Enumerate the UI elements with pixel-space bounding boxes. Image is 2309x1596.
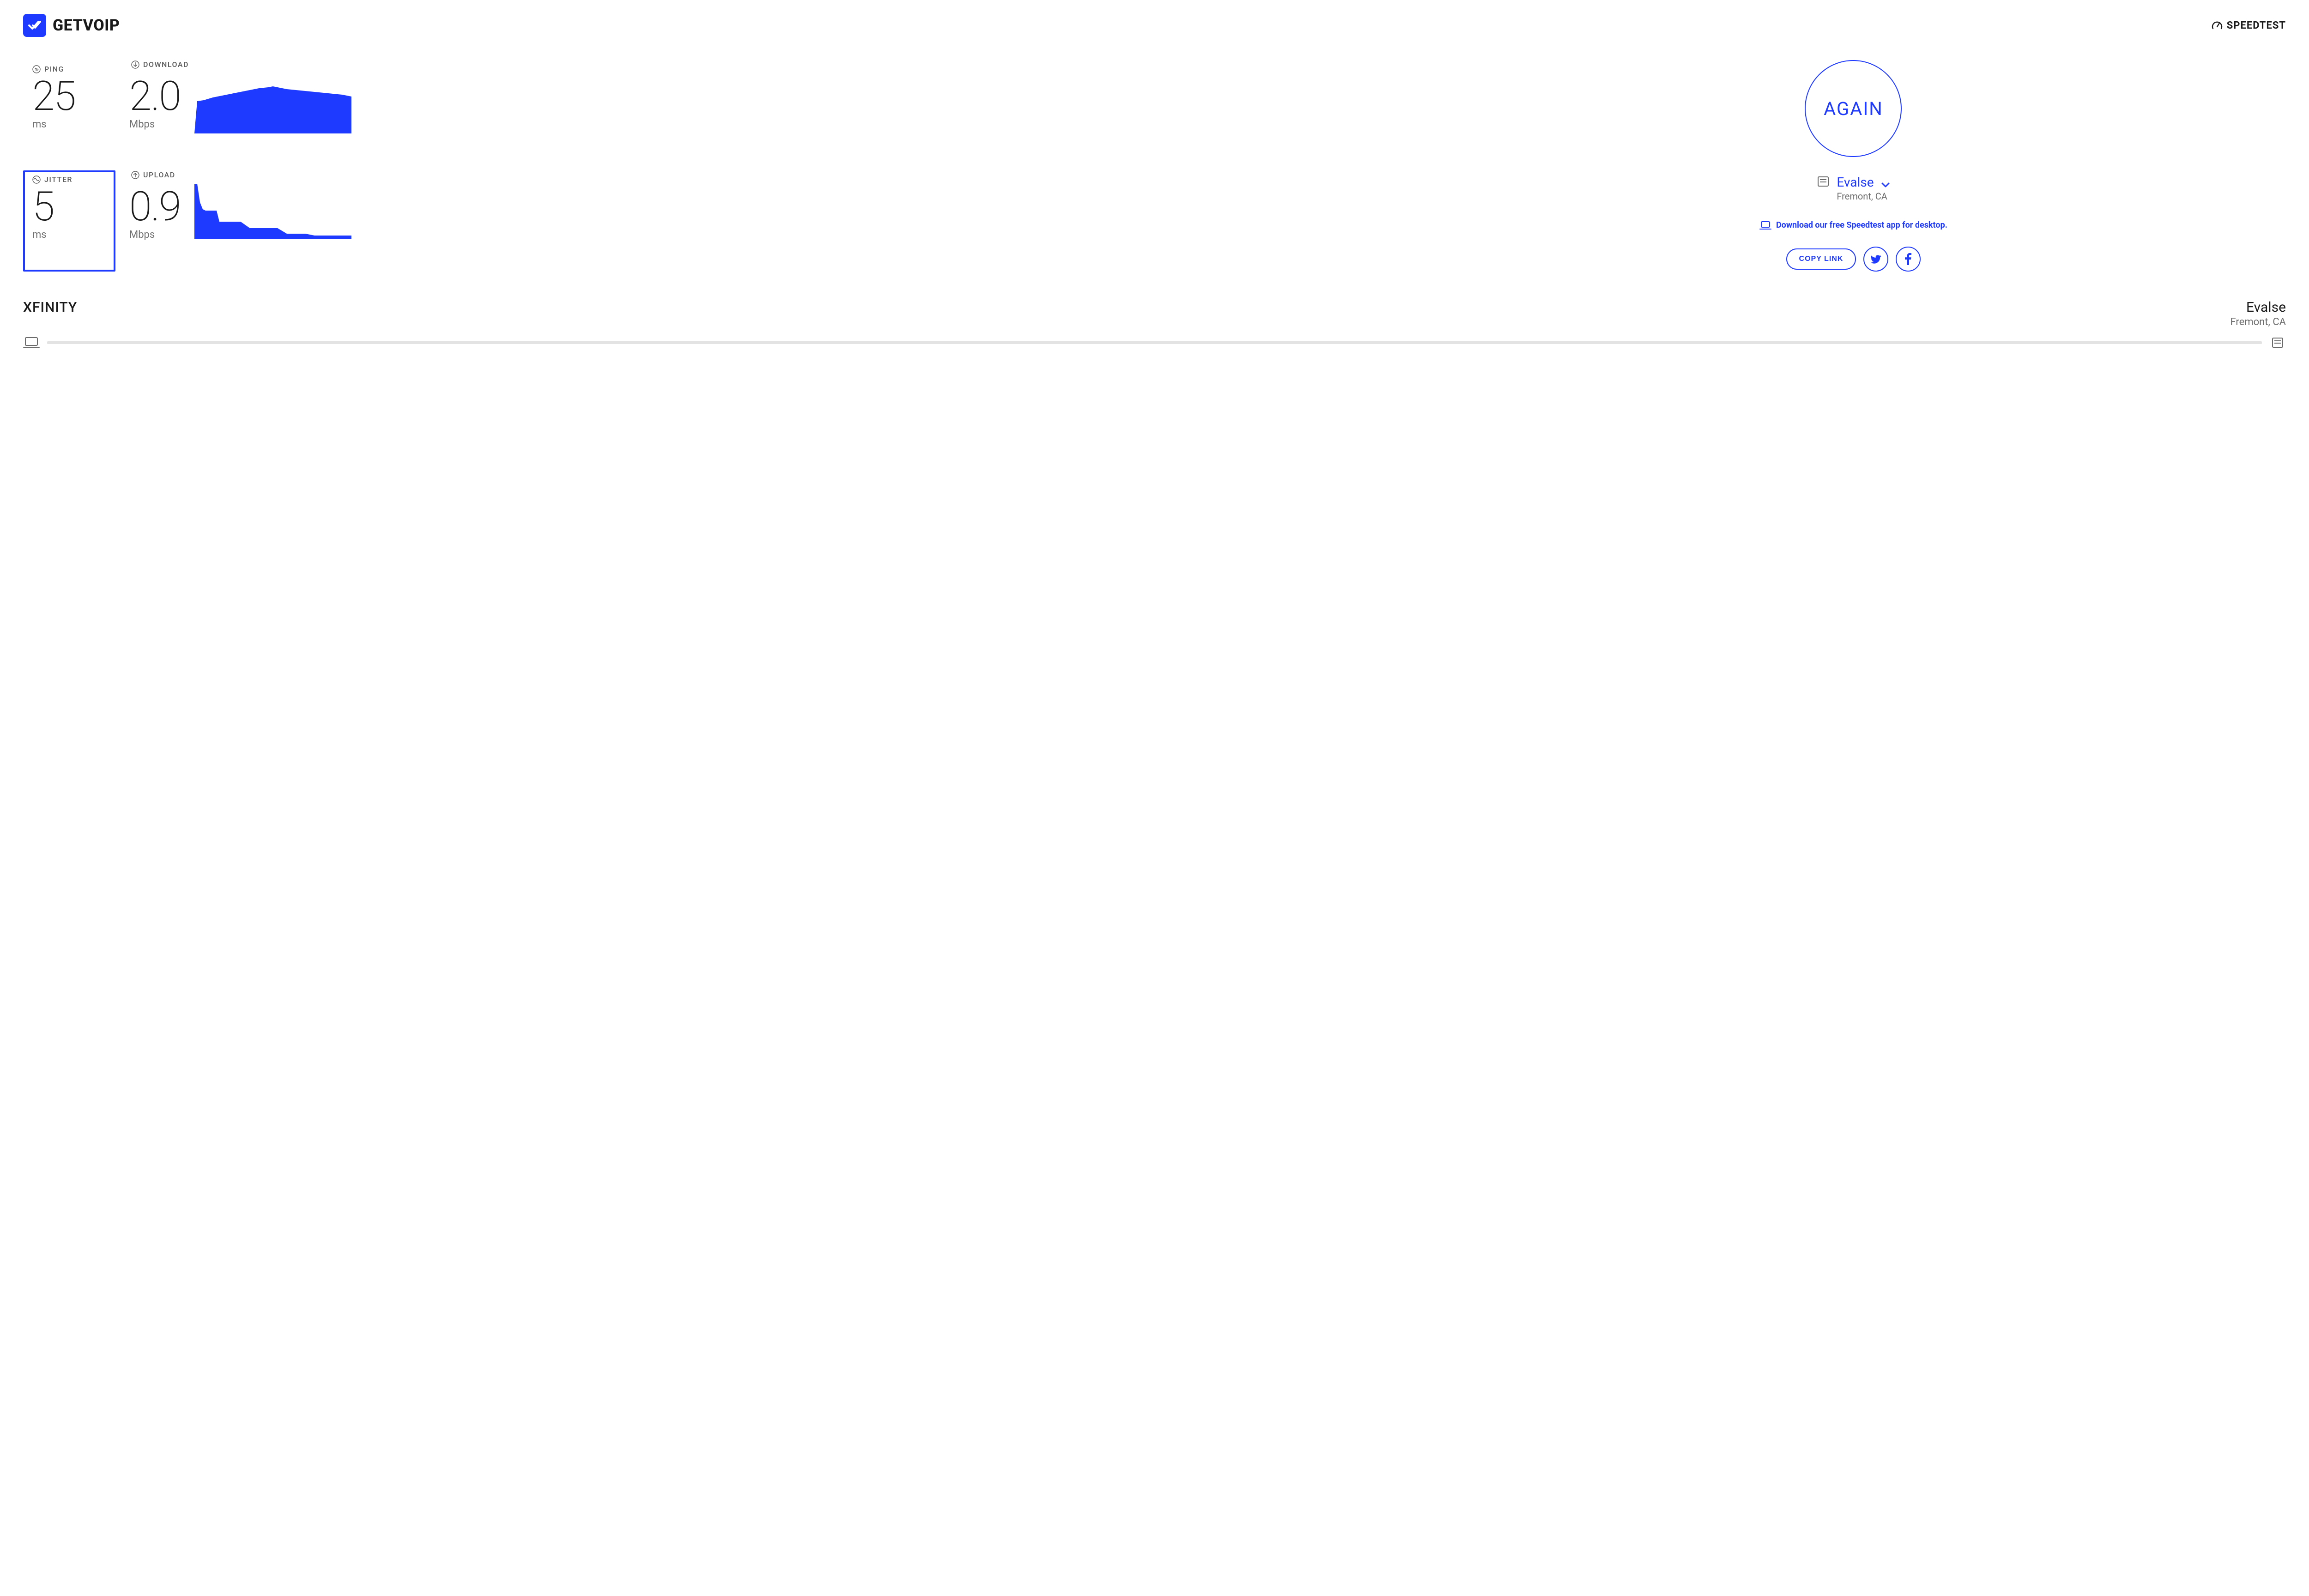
server-name: Evalse bbox=[1837, 175, 1874, 190]
download-chart bbox=[194, 73, 351, 133]
copy-link-label: COPY LINK bbox=[1799, 255, 1844, 263]
upload-label: UPLOAD bbox=[143, 170, 175, 179]
twitter-icon bbox=[1870, 253, 1882, 265]
download-unit: Mbps bbox=[129, 119, 181, 130]
connection-bar bbox=[47, 341, 2262, 344]
logo-badge bbox=[23, 14, 46, 37]
upload-chart bbox=[194, 184, 351, 239]
download-app-text: Download our free Speedtest app for desk… bbox=[1776, 220, 1947, 230]
ping-value: 25 bbox=[32, 76, 106, 117]
ping-icon bbox=[32, 65, 41, 73]
server-endpoint-icon bbox=[2269, 336, 2286, 349]
upload-unit: Mbps bbox=[129, 229, 181, 241]
server-icon bbox=[1816, 175, 1830, 188]
speedtest-brand-label: SPEEDTEST bbox=[2227, 20, 2286, 31]
twitter-share-button[interactable] bbox=[1863, 247, 1888, 272]
again-button[interactable]: AGAIN bbox=[1805, 60, 1902, 157]
metric-ping: PING 25 ms bbox=[23, 60, 115, 161]
copy-link-button[interactable]: COPY LINK bbox=[1786, 248, 1856, 270]
gauge-icon bbox=[2211, 19, 2223, 31]
chevron-down-icon bbox=[1880, 180, 1891, 190]
facebook-share-button[interactable] bbox=[1896, 247, 1921, 272]
ping-unit: ms bbox=[32, 119, 106, 130]
metric-jitter: JITTER 5 ms bbox=[23, 170, 115, 272]
facebook-icon bbox=[1905, 253, 1911, 265]
double-check-icon bbox=[27, 18, 42, 33]
again-label: AGAIN bbox=[1824, 98, 1883, 120]
jitter-unit: ms bbox=[32, 229, 106, 241]
footer-server-name: Evalse bbox=[2230, 299, 2286, 315]
device-icon bbox=[23, 336, 40, 349]
download-label: DOWNLOAD bbox=[143, 60, 189, 69]
download-icon bbox=[131, 60, 139, 69]
upload-icon bbox=[131, 171, 139, 179]
server-selector[interactable]: Evalse Fremont, CA bbox=[1816, 175, 1890, 202]
download-value: 2.0 bbox=[129, 76, 181, 117]
download-app-link[interactable]: Download our free Speedtest app for desk… bbox=[1759, 220, 1947, 230]
upload-value: 0.9 bbox=[129, 187, 181, 227]
isp-name: XFINITY bbox=[23, 299, 77, 315]
speedtest-brand: SPEEDTEST bbox=[2211, 19, 2286, 31]
footer-server-location: Fremont, CA bbox=[2230, 316, 2286, 328]
logo-text: GETVOIP bbox=[53, 16, 120, 35]
laptop-icon bbox=[1759, 221, 1771, 230]
jitter-icon bbox=[32, 175, 41, 184]
brand-logo[interactable]: GETVOIP bbox=[23, 14, 120, 37]
server-location: Fremont, CA bbox=[1837, 191, 1890, 202]
jitter-value: 5 bbox=[32, 187, 106, 227]
